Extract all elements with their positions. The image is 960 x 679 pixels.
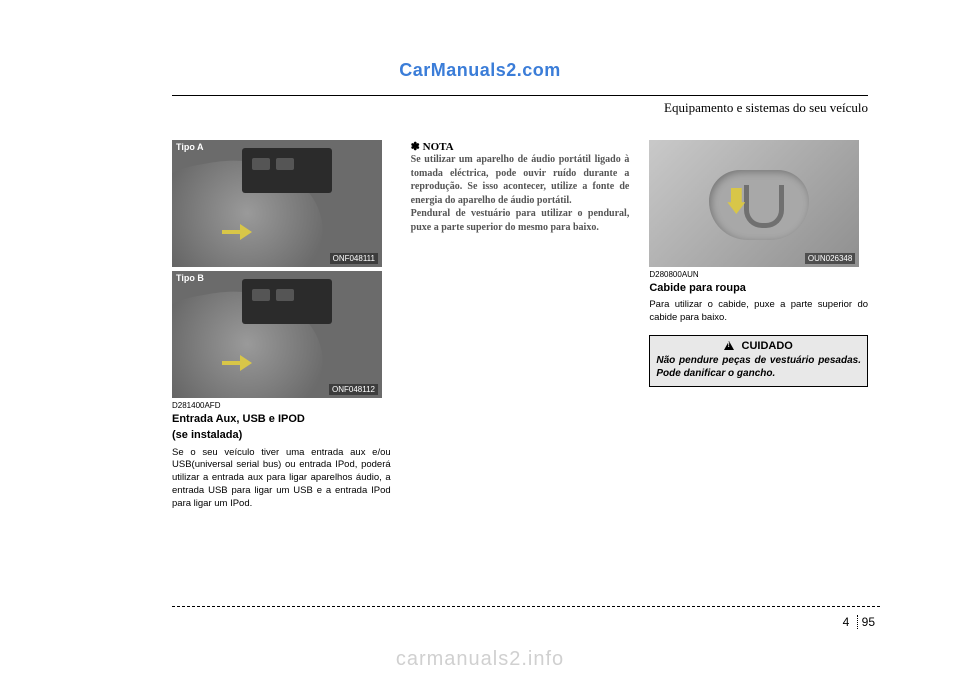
photo-coat-hanger: OUN026348 <box>649 140 859 267</box>
photo-hanger-code: OUN026348 <box>805 253 855 264</box>
caution-body: Não pendure peças de vestuário pesadas. … <box>656 354 861 380</box>
photo-a-label: Tipo A <box>176 142 204 152</box>
header-title: Equipamento e sistemas do seu veículo <box>664 100 868 116</box>
caution-word: CUIDADO <box>742 340 793 352</box>
aux-body: Se o seu veículo tiver uma entrada aux e… <box>172 447 391 511</box>
photo-b-label: Tipo B <box>176 273 204 283</box>
section-ref-1: D281400AFD <box>172 401 391 410</box>
top-watermark: CarManuals2.com <box>399 60 561 81</box>
hanger-title: Cabide para roupa <box>649 281 868 295</box>
caution-heading: CUIDADO <box>656 340 861 352</box>
content-columns: Tipo A ONF048111 Tipo B ONF048112 D28140… <box>172 140 868 511</box>
photo-aux-type-a: Tipo A ONF048111 <box>172 140 382 267</box>
column-1: Tipo A ONF048111 Tipo B ONF048112 D28140… <box>172 140 391 511</box>
nota-heading: ✽ NOTA <box>411 140 630 153</box>
section-ref-2: D280800AUN <box>649 270 868 279</box>
warning-triangle-icon <box>724 341 734 350</box>
column-2: ✽ NOTA Se utilizar um aparelho de áudio … <box>411 140 630 511</box>
caution-box: CUIDADO Não pendure peças de vestuário p… <box>649 335 868 387</box>
photo-aux-type-b: Tipo B ONF048112 <box>172 271 382 398</box>
header-rule <box>172 95 868 96</box>
bottom-watermark: carmanuals2.info <box>396 648 564 671</box>
nota-mark: ✽ <box>411 141 420 153</box>
aux-title-line1: Entrada Aux, USB e IPOD <box>172 412 391 426</box>
page-chapter: 4 <box>843 615 850 629</box>
hanger-body: Para utilizar o cabide, puxe a parte sup… <box>649 299 868 325</box>
page-num-value: 95 <box>862 615 875 629</box>
aux-title-line2: (se instalada) <box>172 428 391 442</box>
page-number: 4 95 <box>843 615 875 629</box>
column-3: OUN026348 D280800AUN Cabide para roupa P… <box>649 140 868 511</box>
nota-paragraph-1: Se utilizar um aparelho de áudio portáti… <box>411 153 630 207</box>
nota-paragraph-2: Pendural de vestuário para utilizar o pe… <box>411 207 630 234</box>
photo-a-code: ONF048111 <box>330 253 378 264</box>
nota-word: NOTA <box>423 141 454 153</box>
footer-rule <box>172 606 880 607</box>
photo-b-code: ONF048112 <box>329 384 378 395</box>
